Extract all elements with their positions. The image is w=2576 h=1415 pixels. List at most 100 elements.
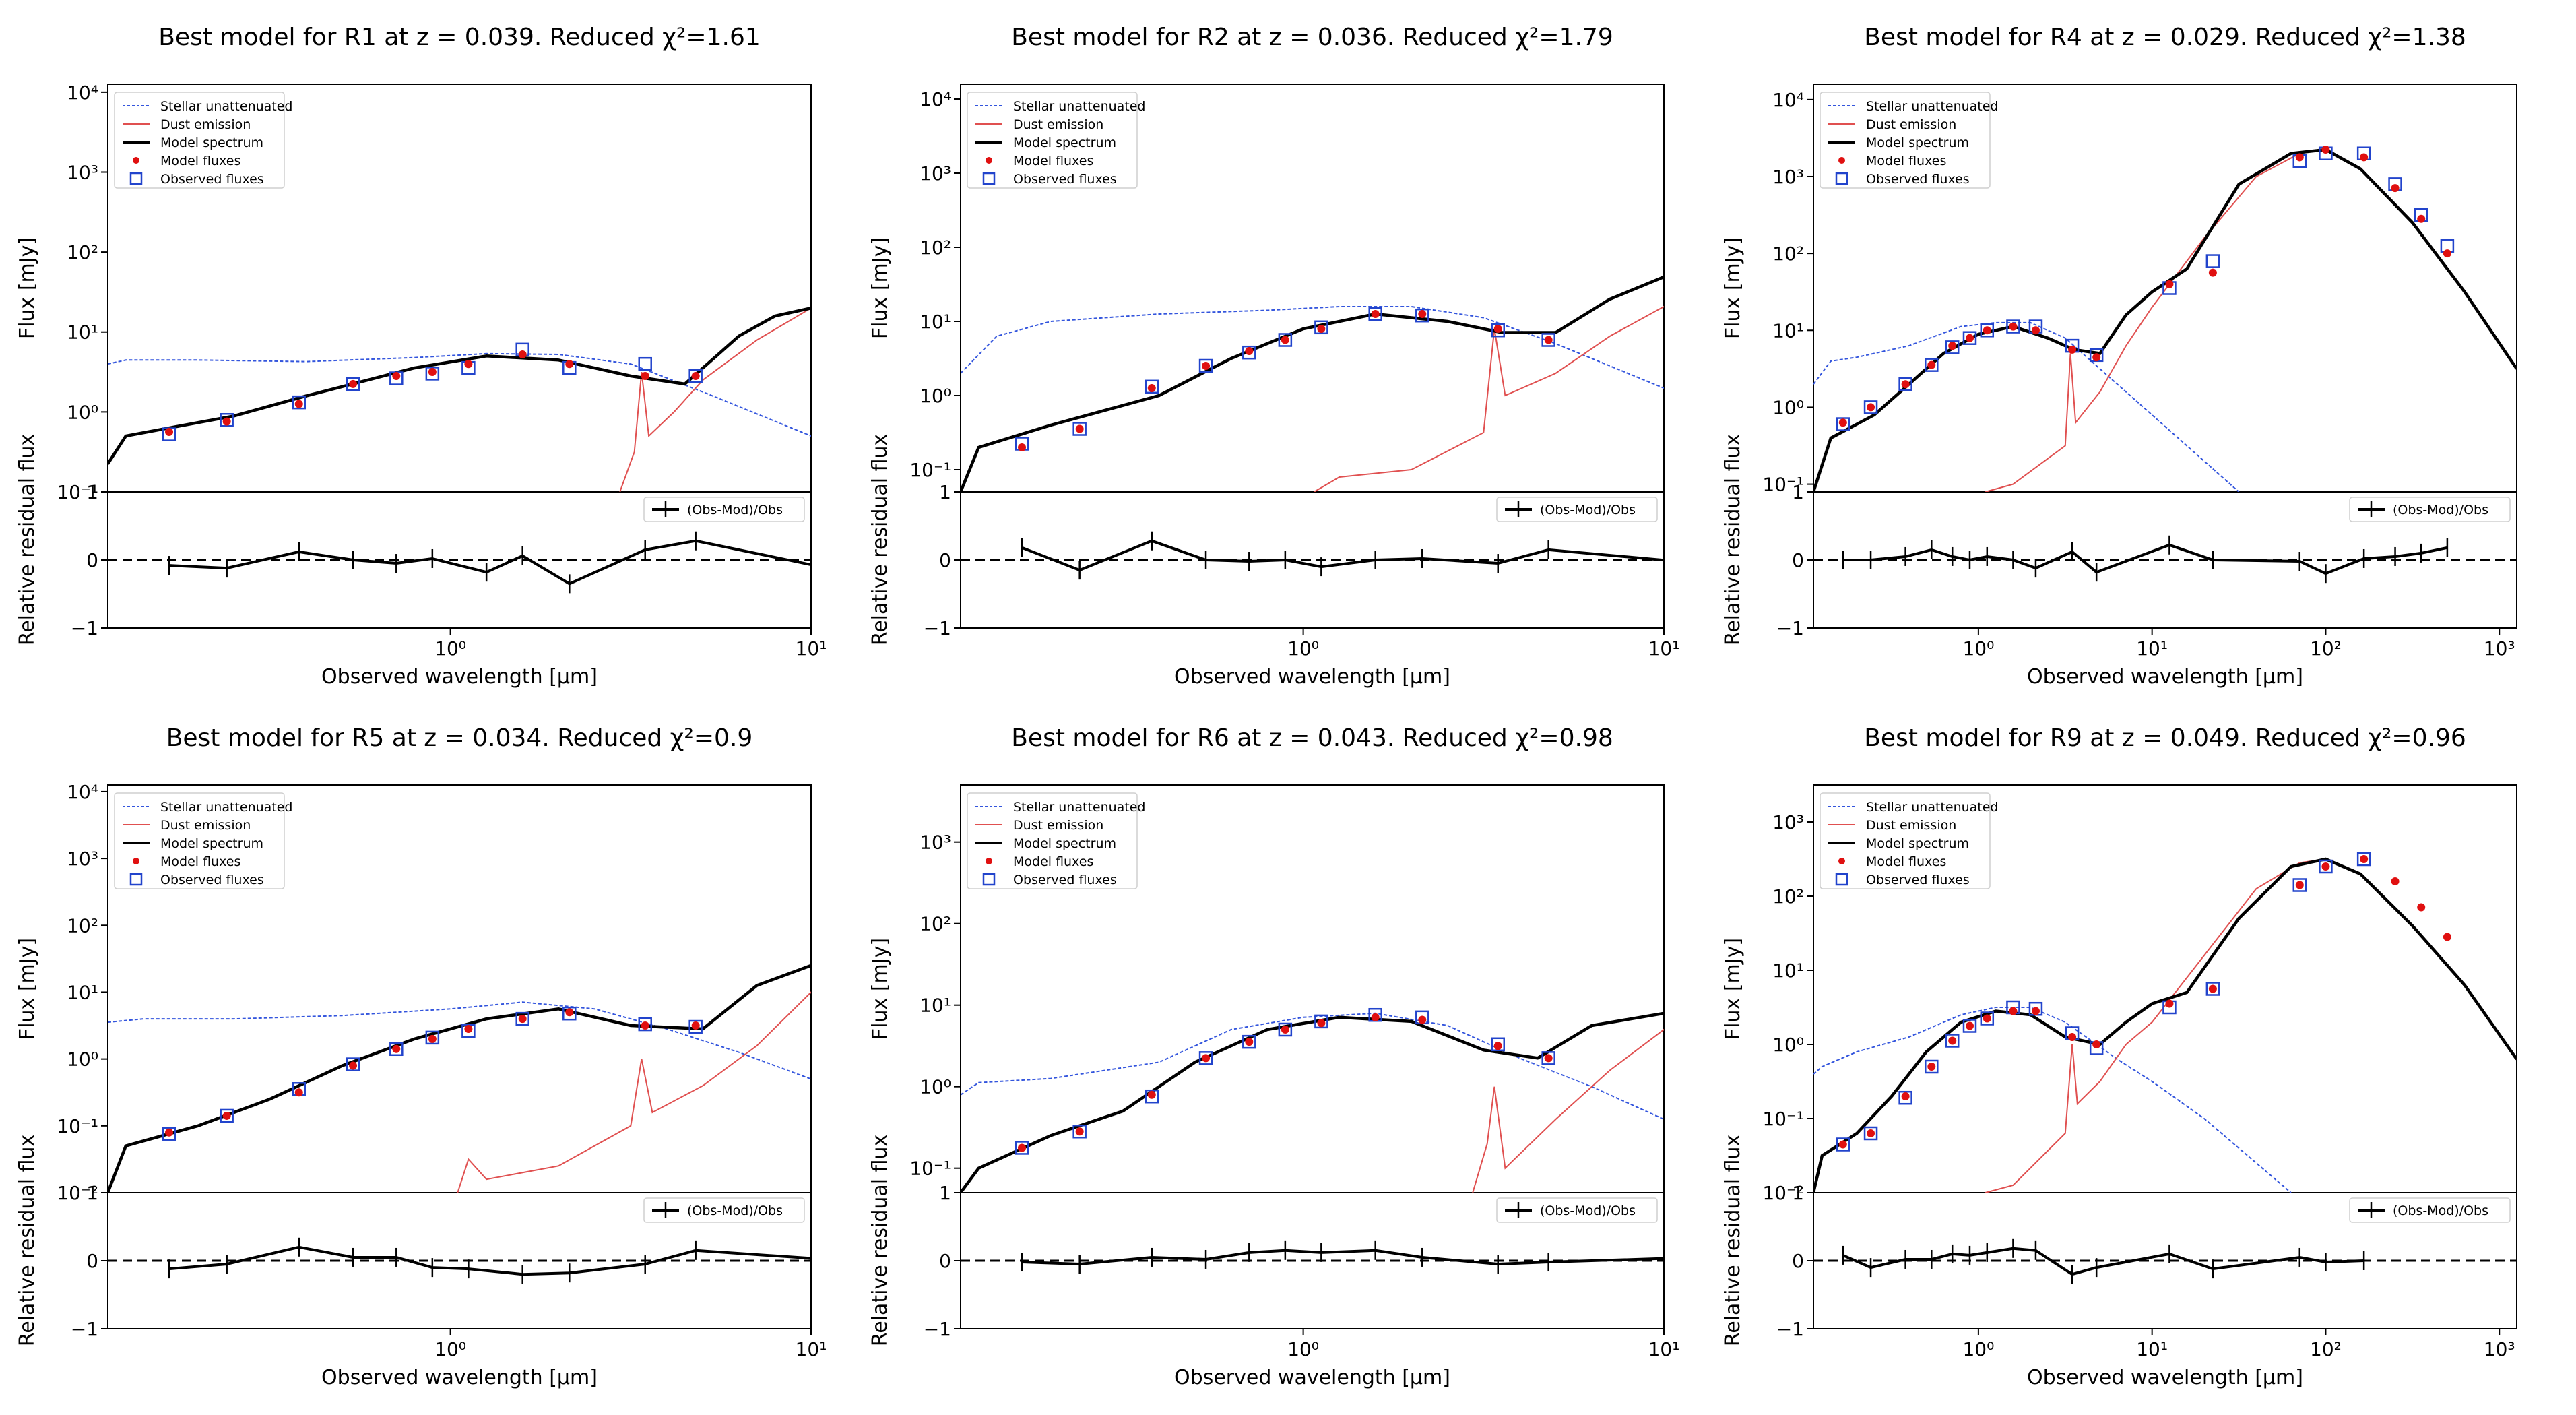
model-flux-point [222, 1111, 231, 1120]
observed-flux-marker [162, 1127, 176, 1141]
model-flux-point [165, 1128, 174, 1137]
model-flux-point [1312, 204, 1320, 212]
legend-entry-label: Model spectrum [1013, 135, 1116, 150]
residual-y-tick-label: −1 [71, 1318, 98, 1340]
legend-entry-label: Model fluxes [160, 854, 240, 869]
observed-flux-marker [1541, 333, 1555, 347]
observed-flux-marker [1836, 417, 1850, 431]
model-flux-point [2443, 249, 2451, 258]
dust-emission-line [457, 991, 811, 1193]
model-flux-point [1281, 1026, 1289, 1034]
x-axis-label: Observed wavelength [μm] [2027, 665, 2303, 689]
observed-flux-marker [1278, 1022, 1293, 1037]
y-tick-label: 10⁻¹ [1762, 474, 1804, 496]
legend-entry-label: Model fluxes [160, 154, 240, 168]
legend-entry-label: Stellar unattenuated [1013, 800, 1146, 815]
legend-entry-label: Stellar unattenuated [160, 99, 293, 114]
legend-box [1820, 92, 1991, 189]
model-flux-point [1983, 326, 1991, 335]
legend-entry-label: Dust emission [1866, 818, 1956, 833]
dust-emission-line [619, 307, 811, 492]
stellar-unattenuated-line [961, 1012, 1664, 1121]
model-flux-point [1075, 1127, 1084, 1136]
observed-flux-marker [1165, 846, 1178, 858]
model-flux-point [1867, 403, 1875, 412]
model-flux-point [2165, 280, 2174, 288]
model-flux-point [1948, 342, 1957, 350]
model-flux-point [2208, 984, 2217, 993]
observed-flux-marker [1165, 158, 1178, 170]
y-tick-label: 10⁴ [920, 88, 951, 111]
model-flux-point [1838, 418, 1847, 427]
model-flux-point [1927, 1063, 1936, 1071]
observed-flux-marker [425, 1030, 440, 1045]
model-flux-point [1371, 310, 1380, 318]
model-spectrum-line [961, 1011, 1664, 1193]
legend-observed-swatch [1835, 172, 1848, 185]
x-axis-label: Observed wavelength [μm] [321, 665, 598, 689]
y-tick-label: 10⁻¹ [909, 459, 951, 481]
observed-flux-marker [1364, 906, 1376, 918]
legend-entry-label: Model spectrum [1866, 135, 1969, 150]
y-tick-label: 10¹ [67, 981, 98, 1003]
y-tick-label: 10¹ [1772, 960, 1804, 982]
residual-axis-label: Relative residual flux [868, 434, 892, 646]
observed-flux-marker [1245, 854, 1257, 866]
residual-y-tick-label: −1 [1776, 1318, 1804, 1340]
observed-flux-marker [515, 1011, 529, 1026]
dust-emission-line [1985, 858, 2517, 1193]
stellar-unattenuated-line [108, 1001, 811, 1080]
model-flux-point [843, 292, 851, 300]
y-tick-label: 10⁰ [67, 401, 98, 423]
model-spectrum-line [961, 275, 1664, 492]
residual-y-tick-label: −1 [924, 1318, 951, 1340]
observed-flux-marker [2006, 319, 2020, 334]
residual-legend-label: (Obs-Mod)/Obs [1540, 503, 1636, 517]
observed-flux-marker [220, 412, 234, 427]
model-flux-point [1901, 1092, 1910, 1100]
model-flux-point [165, 428, 174, 437]
residual-legend-box [643, 497, 805, 522]
model-flux-point [641, 1021, 649, 1030]
model-flux-point [2295, 153, 2304, 162]
model-flux-point [2100, 854, 2108, 862]
model-flux-point [1147, 1090, 1156, 1099]
y-tick-label: 10⁰ [920, 385, 951, 407]
observed-flux-marker [346, 377, 360, 391]
flux-axis-label: Flux [mJy] [15, 237, 39, 339]
y-tick-label: 10⁴ [1772, 89, 1804, 111]
residual-legend-box [1496, 1197, 1658, 1223]
model-flux-point [2020, 858, 2028, 867]
observed-flux-marker [1980, 323, 1995, 338]
observed-flux-marker [2018, 856, 2030, 869]
model-flux-point [1018, 443, 1027, 451]
observed-flux-marker [1694, 997, 1706, 1009]
residual-legend-box [1496, 497, 1658, 522]
model-flux-point [1418, 310, 1427, 318]
legend-model-flux-swatch [1838, 858, 1845, 864]
x-tick-label: 10¹ [2136, 1338, 2168, 1360]
legend-entry-label: Dust emission [1866, 117, 1956, 132]
model-spectrum-line [1813, 148, 2517, 492]
model-flux-point [1420, 941, 1428, 949]
model-spectrum-line [1813, 857, 2517, 1193]
model-flux-point [1245, 347, 1254, 355]
residual-plot-area [108, 531, 811, 594]
y-tick-label: 10⁻¹ [57, 481, 98, 503]
model-flux-point [1312, 885, 1320, 893]
observed-flux-marker [2205, 254, 2220, 268]
flux-plot-area [108, 846, 1428, 1193]
model-flux-point [1544, 1054, 1553, 1063]
observed-flux-marker [2098, 852, 2110, 864]
chart-title: Best model for R6 at z = 0.043. Reduced … [1011, 724, 1613, 752]
residual-plot-area [1813, 535, 2517, 584]
legend-entry-label: Model fluxes [1013, 154, 1093, 168]
legend-box [1820, 792, 1991, 889]
observed-flux-marker [1245, 168, 1257, 180]
residual-y-tick-label: 1 [86, 1182, 98, 1204]
legend-model-flux-swatch [986, 858, 992, 864]
observed-flux-marker [1278, 333, 1293, 347]
model-flux-point [2208, 268, 2217, 277]
residual-y-tick-label: −1 [71, 617, 98, 639]
